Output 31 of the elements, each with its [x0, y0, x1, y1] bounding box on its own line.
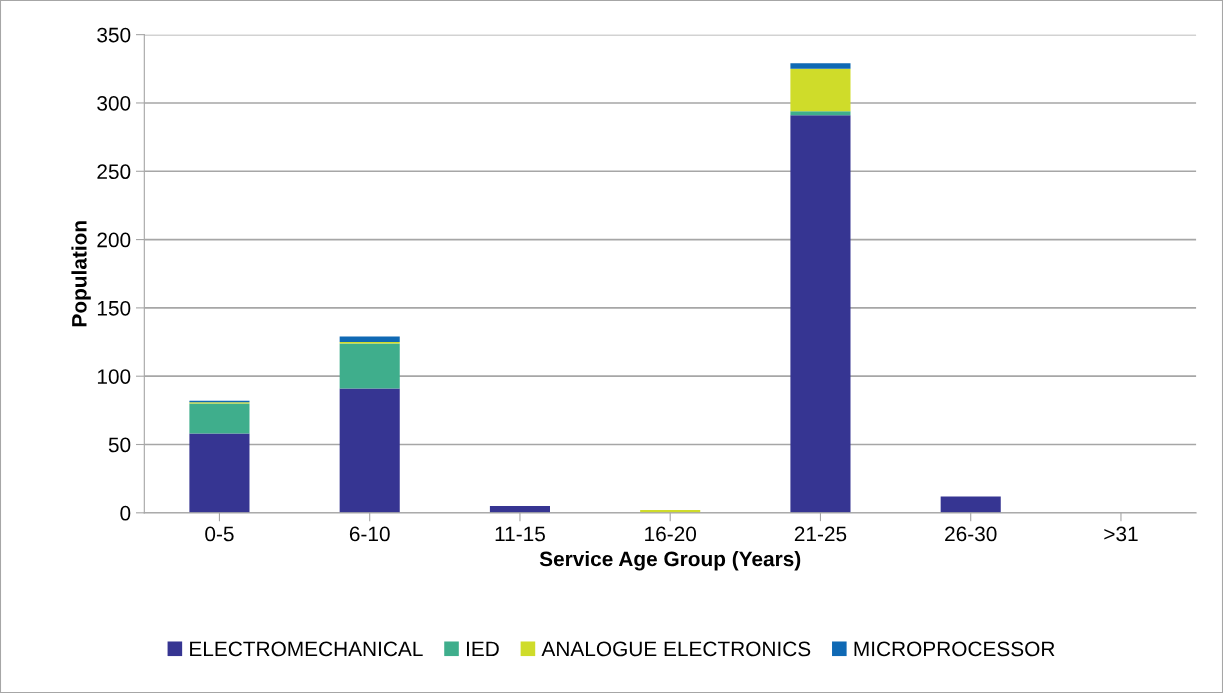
x-tick-label: >31: [1104, 526, 1138, 542]
bar: [790, 63, 851, 69]
x-axis-title: Service Age Group (Years): [539, 550, 801, 571]
x-tick-label: 26-30: [945, 526, 997, 542]
y-tick-label: 350: [97, 27, 131, 43]
x-tick-label: 6-10: [349, 526, 390, 542]
x-tick-label: 21-25: [794, 526, 847, 542]
bar: [339, 388, 400, 513]
y-tick-label: 150: [97, 300, 131, 316]
y-tick-label: 100: [97, 369, 131, 384]
y-tick-label: 300: [97, 95, 131, 111]
bar: [790, 115, 851, 513]
bar: [339, 336, 400, 343]
x-tick-label: 16-20: [645, 526, 697, 542]
y-tick-label: 200: [97, 232, 131, 248]
y-axis-title: Population: [71, 221, 91, 327]
bar: [790, 111, 851, 116]
bar: [790, 68, 851, 112]
bar: [189, 403, 250, 434]
legend-label: IED: [466, 641, 499, 657]
bar: [339, 343, 400, 389]
legend-label: ANALOGUE ELECTRONICS: [541, 641, 811, 657]
x-tick-label: 11-15: [495, 526, 545, 542]
bar: [189, 433, 250, 513]
x-tick-label: 0-5: [205, 526, 234, 542]
bar: [940, 496, 1001, 513]
y-tick-label: 50: [108, 437, 131, 453]
legend-label: ELECTROMECHANICAL: [190, 641, 423, 657]
legend-label: MICROPROCESSOR: [854, 641, 1055, 657]
y-tick-label: 0: [120, 505, 131, 521]
y-tick-label: 250: [97, 164, 131, 180]
